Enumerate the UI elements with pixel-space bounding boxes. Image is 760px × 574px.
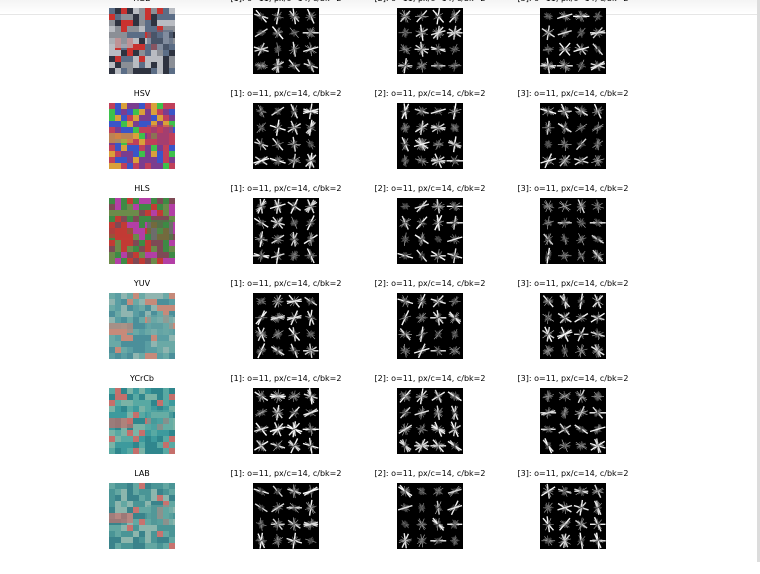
hog-cell-2: [2]: o=11, px/c=14, c/bk=2 [350,469,510,574]
hog-image [540,198,606,264]
hog-cell-3: [3]: o=11, px/c=14, c/bk=2 [493,279,653,384]
hog-cell-3: [3]: o=11, px/c=14, c/bk=2 [493,184,653,289]
colorspace-row-ycrcb: YCrCb [1]: o=11, px/c=14, c/bk=2 [2]: o=11… [0,374,760,479]
vertical-scrollbar[interactable] [757,0,760,562]
hog-image [397,103,463,169]
hog-title: [1]: o=11, px/c=14, c/bk=2 [230,374,342,383]
colorspace-row-yuv: YUV [1]: o=11, px/c=14, c/bk=2 [2]: o=11, … [0,279,760,384]
hog-title: [1]: o=11, px/c=14, c/bk=2 [206,0,366,4]
hog-title: [3]: o=11, px/c=14, c/bk=2 [517,374,629,383]
hog-image [397,293,463,359]
hog-image [540,293,606,359]
feature-grid: RGB[1]: o=11, px/c=14, c/bk=2[2]: o=11, … [0,0,760,549]
hog-cell-3: [3]: o=11, px/c=14, c/bk=2 [493,89,653,194]
hog-title: [2]: o=11, px/c=14, c/bk=2 [374,184,486,193]
hog-image [253,293,319,359]
channel-cell: HLS [62,184,222,289]
channel-cell: RGB [62,0,222,99]
hog-image [253,483,319,549]
channel-cell: YUV [62,279,222,384]
channel-cell: LAB [62,469,222,574]
hog-cell-3: [3]: o=11, px/c=14, c/bk=2 [493,0,653,99]
hog-title: [3]: o=11, px/c=14, c/bk=2 [517,184,629,193]
hog-image [540,103,606,169]
hog-cell-3: [3]: o=11, px/c=14, c/bk=2 [493,374,653,479]
hog-cell-2: [2]: o=11, px/c=14, c/bk=2 [350,184,510,289]
channel-image [109,388,175,454]
hog-title: [2]: o=11, px/c=14, c/bk=2 [374,374,486,383]
channel-title: HLS [134,184,150,193]
channel-title: YCrCb [130,374,154,383]
hog-image [540,388,606,454]
hog-cell-2: [2]: o=11, px/c=14, c/bk=2 [350,374,510,479]
hog-title: [2]: o=11, px/c=14, c/bk=2 [374,469,486,478]
hog-image [397,8,463,74]
channel-title: HSV [133,89,151,98]
hog-title: [3]: o=11, px/c=14, c/bk=2 [517,469,629,478]
channel-image [109,103,175,169]
channel-cell: YCrCb [62,374,222,479]
hog-cell-1: [1]: o=11, px/c=14, c/bk=2 [206,0,366,99]
hog-title: [3]: o=11, px/c=14, c/bk=2 [517,89,629,98]
hog-image [540,8,606,74]
hog-image [397,198,463,264]
channel-title: LAB [134,469,150,478]
colorspace-row-lab: LAB [1]: o=11, px/c=14, c/bk=2 [2]: o=11, … [0,469,760,574]
hog-title: [1]: o=11, px/c=14, c/bk=2 [230,469,342,478]
colorspace-row-rgb: RGB[1]: o=11, px/c=14, c/bk=2[2]: o=11, … [0,0,760,99]
hog-title: [1]: o=11, px/c=14, c/bk=2 [230,279,342,288]
hog-image [397,388,463,454]
hog-title: [3]: o=11, px/c=14, c/bk=2 [493,0,653,4]
hog-cell-2: [2]: o=11, px/c=14, c/bk=2 [350,279,510,384]
hog-image [253,198,319,264]
channel-title: YUV [133,279,151,288]
channel-image [109,198,175,264]
colorspace-row-hls: HLS [1]: o=11, px/c=14, c/bk=2 [2]: o=11, … [0,184,760,289]
channel-cell: HSV [62,89,222,194]
hog-cell-1: [1]: o=11, px/c=14, c/bk=2 [206,469,366,574]
hog-image [540,483,606,549]
hog-cell-3: [3]: o=11, px/c=14, c/bk=2 [493,469,653,574]
hog-title: [2]: o=11, px/c=14, c/bk=2 [374,279,486,288]
channel-title: RGB [62,0,222,4]
channel-image [109,293,175,359]
channel-image [109,483,175,549]
hog-image [397,483,463,549]
hog-title: [1]: o=11, px/c=14, c/bk=2 [230,184,342,193]
hog-cell-1: [1]: o=11, px/c=14, c/bk=2 [206,89,366,194]
hog-title: [3]: o=11, px/c=14, c/bk=2 [517,279,629,288]
hog-image [253,388,319,454]
colorspace-row-hsv: HSV [1]: o=11, px/c=14, c/bk=2 [2]: o=11, … [0,89,760,194]
hog-cell-2: [2]: o=11, px/c=14, c/bk=2 [350,0,510,99]
channel-image [109,8,175,74]
hog-title: [2]: o=11, px/c=14, c/bk=2 [350,0,510,4]
hog-title: [1]: o=11, px/c=14, c/bk=2 [230,89,342,98]
hog-cell-1: [1]: o=11, px/c=14, c/bk=2 [206,279,366,384]
hog-image [253,103,319,169]
hog-cell-1: [1]: o=11, px/c=14, c/bk=2 [206,184,366,289]
hog-cell-1: [1]: o=11, px/c=14, c/bk=2 [206,374,366,479]
hog-image [253,8,319,74]
hog-title: [2]: o=11, px/c=14, c/bk=2 [374,89,486,98]
hog-cell-2: [2]: o=11, px/c=14, c/bk=2 [350,89,510,194]
